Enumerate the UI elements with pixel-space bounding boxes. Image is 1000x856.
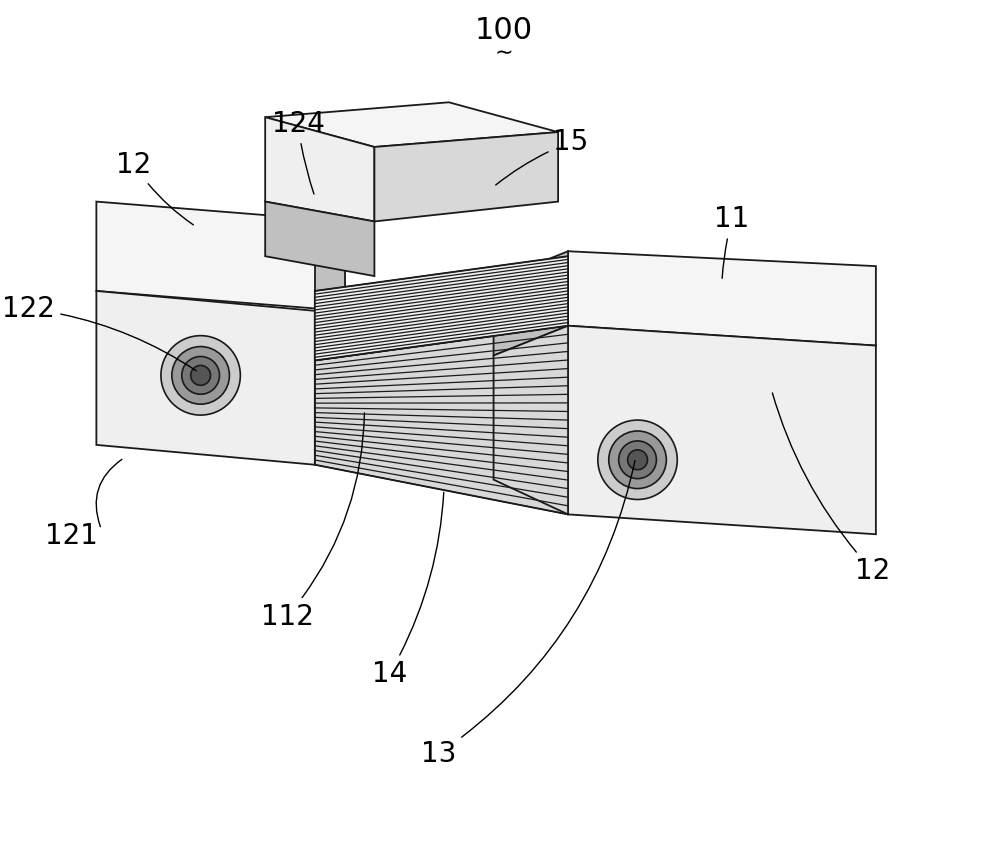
Polygon shape <box>374 132 558 222</box>
Text: 13: 13 <box>421 461 635 768</box>
Ellipse shape <box>628 450 647 470</box>
Polygon shape <box>265 103 558 147</box>
Text: 122: 122 <box>2 294 196 371</box>
Text: ∼: ∼ <box>494 43 513 62</box>
Polygon shape <box>494 252 568 355</box>
Polygon shape <box>96 291 315 465</box>
Polygon shape <box>568 252 876 346</box>
Ellipse shape <box>191 366 211 385</box>
Polygon shape <box>315 222 345 311</box>
Ellipse shape <box>609 431 666 489</box>
Polygon shape <box>315 326 568 514</box>
Ellipse shape <box>619 441 656 479</box>
Ellipse shape <box>161 336 240 415</box>
Polygon shape <box>96 202 345 311</box>
Text: 112: 112 <box>261 413 364 631</box>
Polygon shape <box>265 117 374 222</box>
Text: 15: 15 <box>496 128 589 185</box>
Ellipse shape <box>598 420 677 500</box>
Ellipse shape <box>182 356 220 395</box>
Text: 14: 14 <box>372 492 444 688</box>
Text: 124: 124 <box>272 110 324 194</box>
Text: 11: 11 <box>714 205 750 278</box>
Text: 12: 12 <box>772 393 891 585</box>
Polygon shape <box>494 326 568 514</box>
Polygon shape <box>315 256 568 360</box>
Text: 121: 121 <box>45 522 98 550</box>
Ellipse shape <box>172 347 229 404</box>
Text: 12: 12 <box>116 151 193 225</box>
Polygon shape <box>265 202 374 276</box>
Text: 100: 100 <box>474 16 533 45</box>
Polygon shape <box>568 326 876 534</box>
